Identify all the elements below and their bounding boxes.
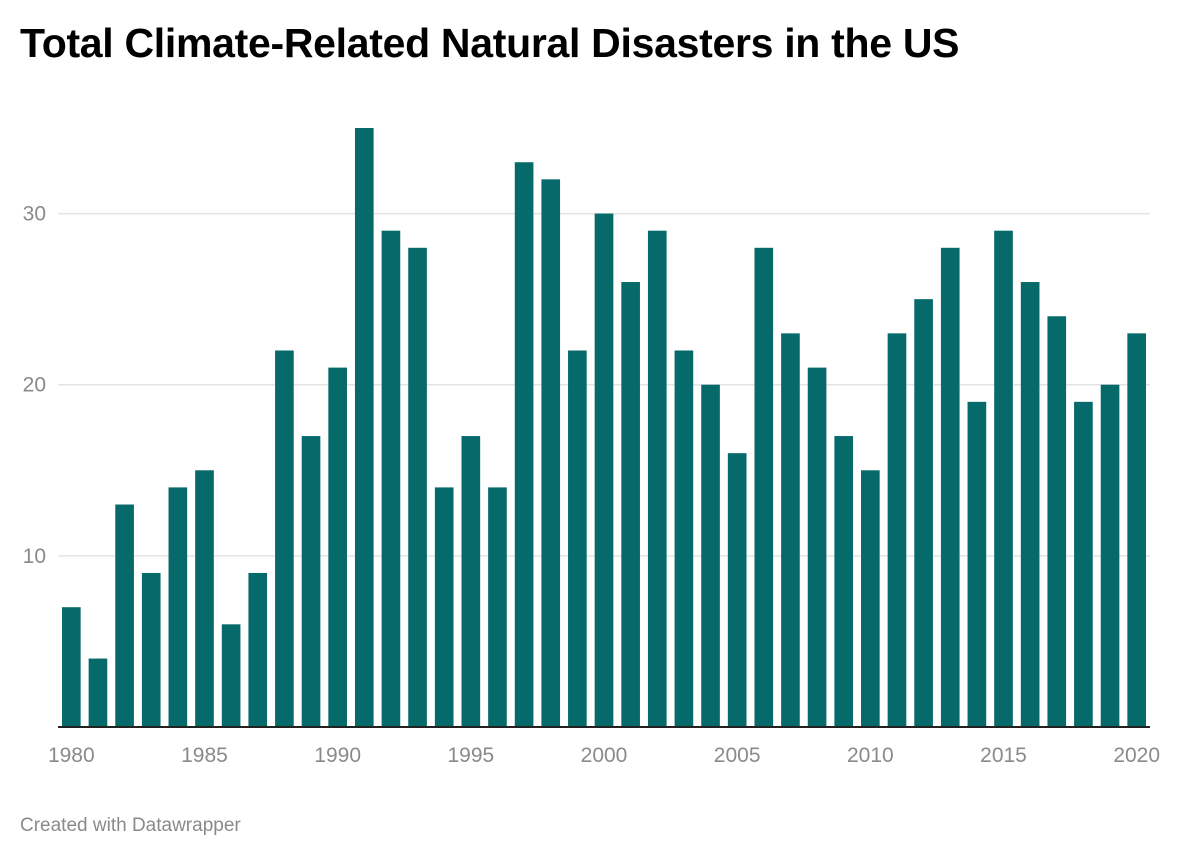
y-axis-tick-labels: 10 20 30: [23, 203, 46, 568]
x-tick-label-1985: 1985: [181, 744, 228, 767]
bar-2019: [1100, 384, 1120, 727]
bar-1989: [301, 436, 321, 727]
x-tick-label-1990: 1990: [314, 744, 361, 767]
bar-2003: [674, 350, 694, 727]
x-tick-label-2010: 2010: [847, 744, 894, 767]
bar-2008: [807, 367, 827, 727]
bar-1983: [141, 572, 161, 727]
bar-1994: [434, 487, 454, 727]
bar-2001: [621, 282, 640, 727]
x-tick-label-2015: 2015: [980, 744, 1027, 767]
bar-1997: [514, 162, 534, 727]
bar-2017: [1047, 316, 1067, 727]
x-tick-label-1995: 1995: [447, 744, 494, 767]
bar-2013: [940, 247, 960, 728]
bar-1980: [61, 607, 81, 727]
bar-2005: [727, 453, 747, 727]
bars: [61, 128, 1147, 728]
bar-1990: [328, 367, 347, 727]
bar-2010: [861, 470, 880, 727]
bar-chart: 10 20 30 1980 1985 1990 1995 2000 2005 2010 2015 2…: [23, 128, 1160, 767]
x-tick-label-2020: 2020: [1113, 744, 1160, 767]
y-tick-label-30: 30: [23, 203, 46, 226]
bar-2006: [754, 247, 774, 728]
bar-1998: [541, 179, 561, 728]
x-tick-label-2000: 2000: [581, 744, 628, 767]
x-axis-tick-labels: 1980 1985 1990 1995 2000 2005 2010 2015 2020: [48, 744, 1160, 767]
bar-1991: [354, 128, 374, 727]
bar-1982: [115, 504, 134, 727]
bar-2014: [967, 401, 987, 727]
bar-2007: [781, 333, 800, 727]
bar-1988: [275, 350, 294, 727]
chart-title: Total Climate-Related Natural Disasters …: [20, 20, 960, 66]
bar-1996: [488, 487, 507, 727]
bar-1992: [381, 230, 401, 727]
bar-1993: [408, 247, 427, 728]
bar-2018: [1074, 401, 1093, 727]
bar-1987: [248, 572, 268, 727]
bar-2012: [914, 299, 933, 727]
bar-2000: [594, 213, 614, 728]
datawrapper-credit: Created with Datawrapper: [20, 815, 241, 836]
bar-1981: [88, 658, 108, 727]
bar-1985: [195, 470, 214, 727]
bar-2015: [994, 230, 1013, 727]
bar-2002: [647, 230, 667, 727]
y-tick-label-10: 10: [23, 545, 46, 568]
x-tick-label-2005: 2005: [714, 744, 761, 767]
bar-1995: [461, 436, 481, 727]
bar-2011: [887, 333, 907, 727]
bar-1986: [221, 624, 241, 727]
bar-1999: [568, 350, 587, 727]
bar-2016: [1020, 282, 1040, 727]
bar-2004: [701, 384, 720, 727]
x-tick-label-1980: 1980: [48, 744, 95, 767]
bar-2020: [1127, 333, 1147, 727]
y-tick-label-20: 20: [23, 374, 46, 397]
bar-2009: [834, 436, 854, 727]
bar-1984: [168, 487, 188, 727]
